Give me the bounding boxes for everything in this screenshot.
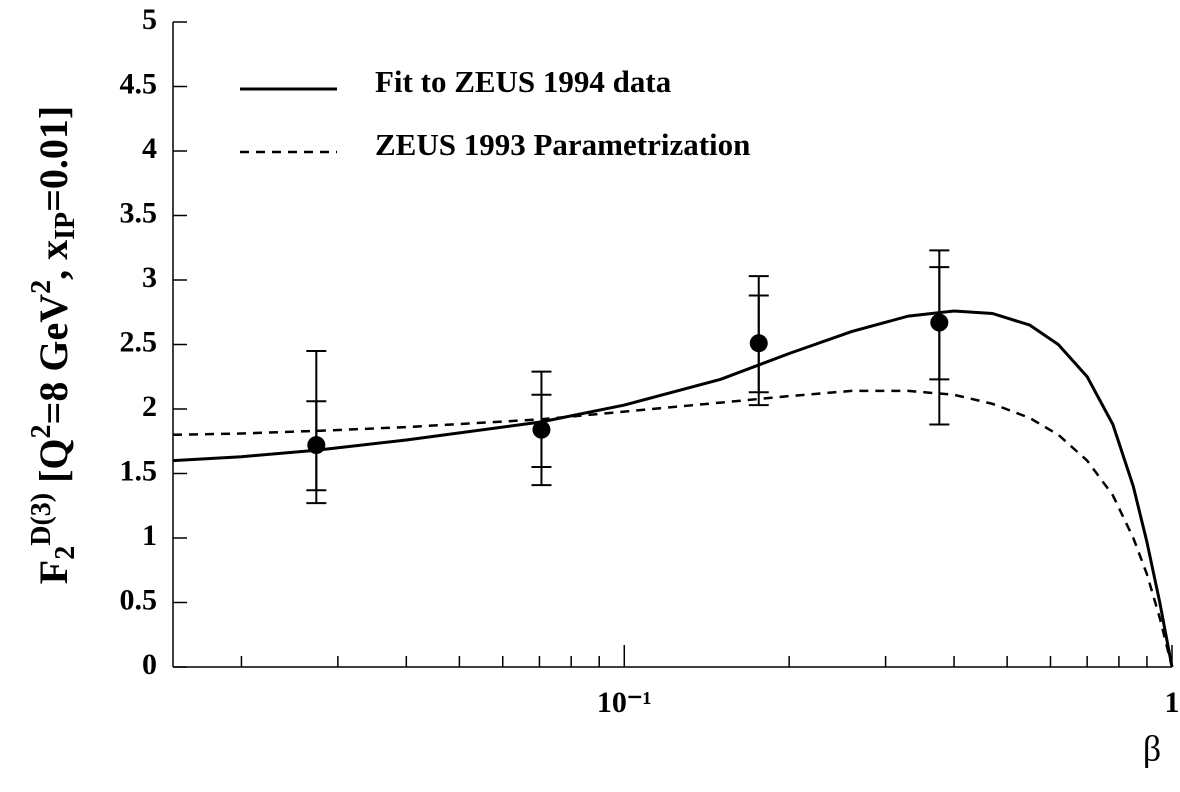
data-point [532, 420, 551, 439]
x-axis-label: β [1143, 728, 1161, 768]
x-tick-label: 1 [1165, 686, 1180, 719]
y-tick-label: 1.5 [120, 454, 158, 487]
y-tick-label: 4 [142, 132, 157, 165]
curve [172, 309, 1174, 668]
y-tick-label: 0 [142, 648, 157, 681]
y-axis-label-part: =0.01] [31, 106, 76, 212]
y-axis-label-part: [Q [31, 438, 76, 492]
y-tick-label: 1 [142, 519, 157, 552]
data-point [307, 436, 326, 455]
x-tick-label: 10⁻¹ [597, 686, 652, 719]
legend-label: ZEUS 1993 Parametrization [375, 127, 750, 162]
y-axis-label-part: IP [50, 212, 81, 240]
y-tick-label: 0.5 [120, 583, 158, 616]
y-axis-label-part: =8 GeV [31, 294, 76, 425]
y-tick-label: 5 [142, 3, 157, 36]
y-axis-label-part: D(3) [26, 493, 57, 546]
data-point [930, 313, 949, 332]
curve [172, 389, 1174, 668]
y-tick-label: 4.5 [120, 67, 158, 100]
y-axis-label-part: F [31, 560, 76, 584]
y-tick-label: 3.5 [120, 196, 158, 229]
y-axis-label-part: , x [31, 240, 76, 280]
y-axis-label-part: 2 [26, 280, 57, 294]
y-axis-label-part: 2 [50, 546, 81, 560]
y-tick-label: 3 [142, 261, 157, 294]
y-axis-label: F2D(3) [Q2=8 GeV2, xIP=0.01] [26, 106, 81, 584]
y-axis-label-part: 2 [26, 424, 57, 438]
data-point [749, 334, 768, 353]
legend-label: Fit to ZEUS 1994 data [375, 64, 672, 99]
y-tick-label: 2 [142, 390, 157, 423]
y-tick-label: 2.5 [120, 325, 158, 358]
